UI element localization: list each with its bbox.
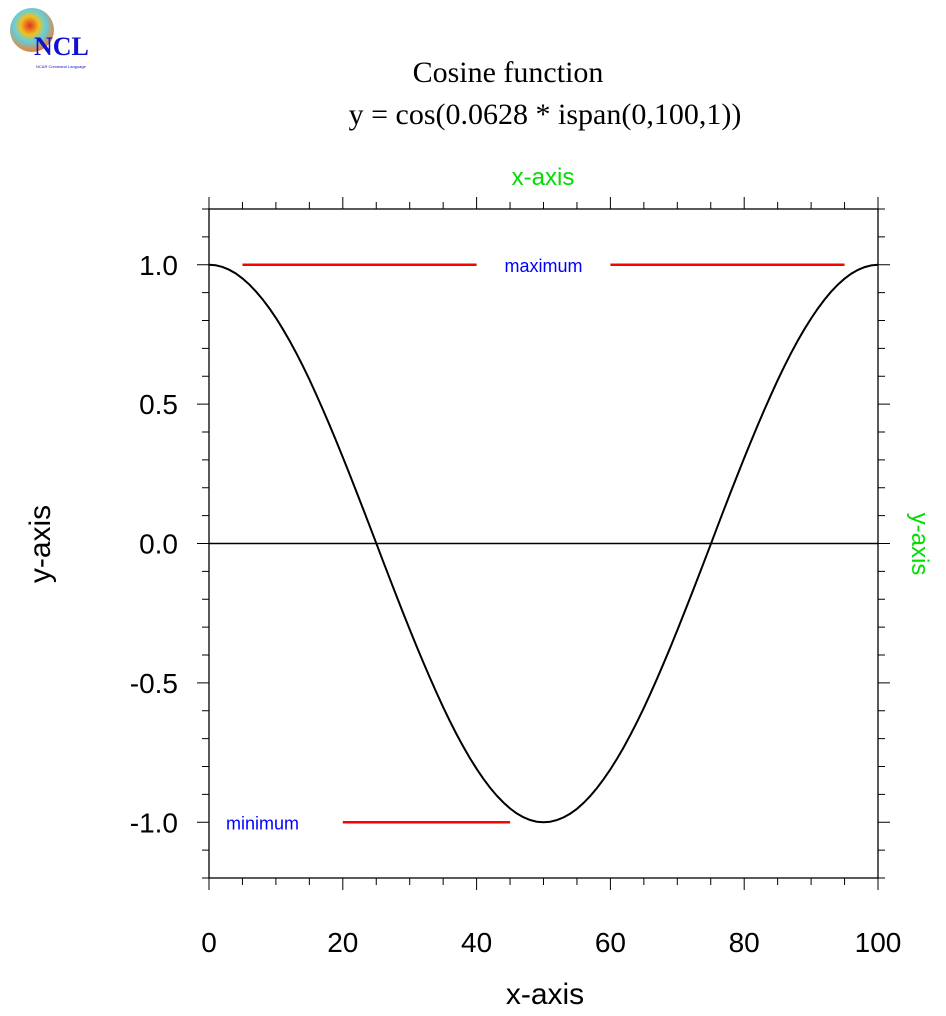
- chart-title: Cosine function: [413, 56, 604, 89]
- y-tick-label: -1.0: [130, 807, 178, 838]
- x-tick-label: 100: [855, 927, 902, 958]
- x-tick-label: 80: [729, 927, 760, 958]
- annotation-minimum: minimum: [226, 813, 299, 833]
- x-tick-label: 0: [201, 927, 217, 958]
- chart-subtitle: y = cos(0.0628 * ispan(0,100,1)): [349, 98, 742, 131]
- logo-text: NCL: [34, 32, 89, 61]
- x-tick-label: 60: [595, 927, 626, 958]
- y-tick-label: 0.0: [139, 529, 178, 560]
- ncl-logo: NCL NCAR Command Language: [10, 8, 89, 69]
- x-axis-label: x-axis: [506, 978, 584, 1011]
- right-axis-label: y-axis: [906, 513, 933, 576]
- y-tick-label: 1.0: [139, 250, 178, 281]
- y-tick-label: 0.5: [139, 389, 178, 420]
- cosine-curve: [208, 263, 879, 824]
- x-tick-label: 40: [461, 927, 492, 958]
- y-axis-label: y-axis: [24, 505, 57, 583]
- logo-subtext: NCAR Command Language: [36, 64, 87, 69]
- x-tick-label: 20: [327, 927, 358, 958]
- top-axis-label: x-axis: [512, 164, 575, 191]
- y-tick-label: -0.5: [130, 668, 178, 699]
- annotation-maximum: maximum: [504, 256, 582, 276]
